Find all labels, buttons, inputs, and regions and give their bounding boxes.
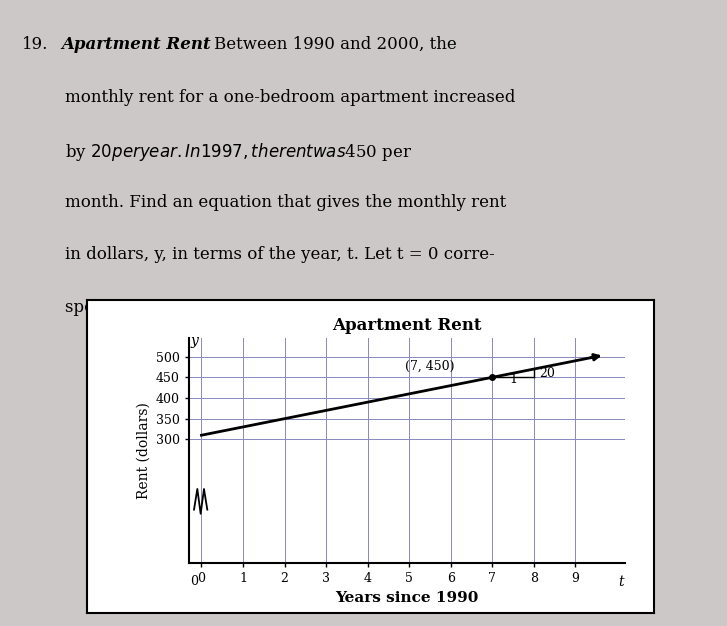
X-axis label: Years since 1990: Years since 1990	[335, 591, 479, 605]
Text: monthly rent for a one-bedroom apartment increased: monthly rent for a one-bedroom apartment…	[65, 89, 515, 106]
Text: in dollars, y, in terms of the year, t. Let t = 0 corre-: in dollars, y, in terms of the year, t. …	[65, 247, 495, 264]
Text: (7, 450): (7, 450)	[405, 360, 454, 373]
Text: y: y	[190, 334, 198, 348]
Y-axis label: Rent (dollars): Rent (dollars)	[137, 403, 150, 499]
Text: Apartment Rent: Apartment Rent	[62, 36, 212, 53]
Text: Between 1990 and 2000, the: Between 1990 and 2000, the	[214, 36, 457, 53]
Text: 0: 0	[190, 575, 198, 588]
Text: by $20 per year. In 1997, the rent was $450 per: by $20 per year. In 1997, the rent was $…	[65, 141, 413, 163]
Text: spond to 1990.: spond to 1990.	[65, 299, 190, 316]
Text: 20: 20	[539, 367, 555, 380]
Text: 19.: 19.	[22, 36, 48, 53]
Text: month. Find an equation that gives the monthly rent: month. Find an equation that gives the m…	[65, 194, 507, 211]
Text: t: t	[618, 575, 624, 589]
Title: Apartment Rent: Apartment Rent	[332, 317, 482, 334]
Text: 1: 1	[509, 373, 517, 386]
